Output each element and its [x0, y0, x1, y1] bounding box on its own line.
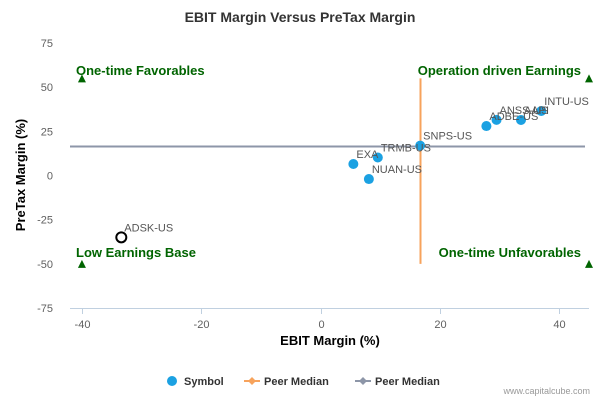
data-point-label: ADBE-US	[489, 111, 538, 123]
data-point	[115, 231, 128, 244]
data-point	[372, 152, 383, 163]
data-point	[348, 159, 359, 170]
data-point	[536, 106, 547, 117]
data-point	[481, 121, 492, 132]
legend-item-label: Peer Median	[264, 376, 329, 388]
plot-area: -40 -20 0 20 40 75 50 25 0 -25 -50 -75 One-time Favo…	[37, 38, 593, 331]
data-point	[415, 140, 426, 151]
quadrant-marker-icon	[77, 259, 86, 268]
data-point-label: NUAN-US	[372, 164, 422, 176]
y-tick-label: -75	[37, 303, 53, 315]
y-tick-label: -50	[37, 259, 53, 271]
x-tick-label: 20	[434, 319, 446, 331]
data-point-label: INTU-US	[544, 96, 589, 108]
data-point-label: ANSS-US	[500, 105, 549, 117]
quadrant-label-top-left: One-time Favorables	[76, 63, 205, 78]
legend: Symbol Peer Median Peer Median	[167, 376, 440, 388]
legend-item-label: Symbol	[184, 376, 224, 388]
credit-text: www.capitalcube.com	[502, 386, 590, 396]
quadrant-marker-icon	[77, 74, 86, 83]
data-point	[515, 115, 526, 126]
data-point-label: EXA	[356, 149, 379, 161]
y-tick-label: 50	[41, 82, 53, 94]
data-point	[491, 114, 502, 125]
x-tick-label: -40	[75, 319, 91, 331]
data-point-label: SNPS-US	[423, 131, 472, 143]
y-tick-label: -25	[37, 215, 53, 227]
x-tick-label: -20	[194, 319, 210, 331]
quadrant-label-bottom-right: One-time Unfavorables	[439, 245, 581, 260]
data-point-label: AAPI	[524, 105, 549, 117]
legend-symbol-dot-icon	[167, 376, 177, 386]
quadrant-label-bottom-left: Low Earnings Base	[76, 245, 196, 260]
y-tick-label: 25	[41, 126, 53, 138]
y-tick-label: 75	[41, 38, 53, 50]
data-point-label: ADSK-US	[124, 222, 173, 234]
legend-item-label: Peer Median	[375, 376, 440, 388]
data-point	[363, 174, 374, 185]
data-point-label: TRMB-US	[381, 142, 431, 154]
quadrant-marker-icon	[585, 74, 593, 83]
x-tick-label: 0	[318, 319, 324, 331]
y-tick-label: 0	[47, 171, 53, 183]
legend-marker-icon	[248, 377, 256, 385]
quadrant-label-top-right: Operation driven Earnings	[418, 63, 581, 78]
x-tick-label: 40	[553, 319, 565, 331]
chart-title: EBIT Margin Versus PreTax Margin	[185, 9, 416, 25]
legend-marker-icon	[359, 377, 367, 385]
y-axis-title: PreTax Margin (%)	[13, 119, 28, 231]
quadrant-marker-icon	[585, 259, 593, 268]
x-axis-title: EBIT Margin (%)	[280, 333, 380, 348]
